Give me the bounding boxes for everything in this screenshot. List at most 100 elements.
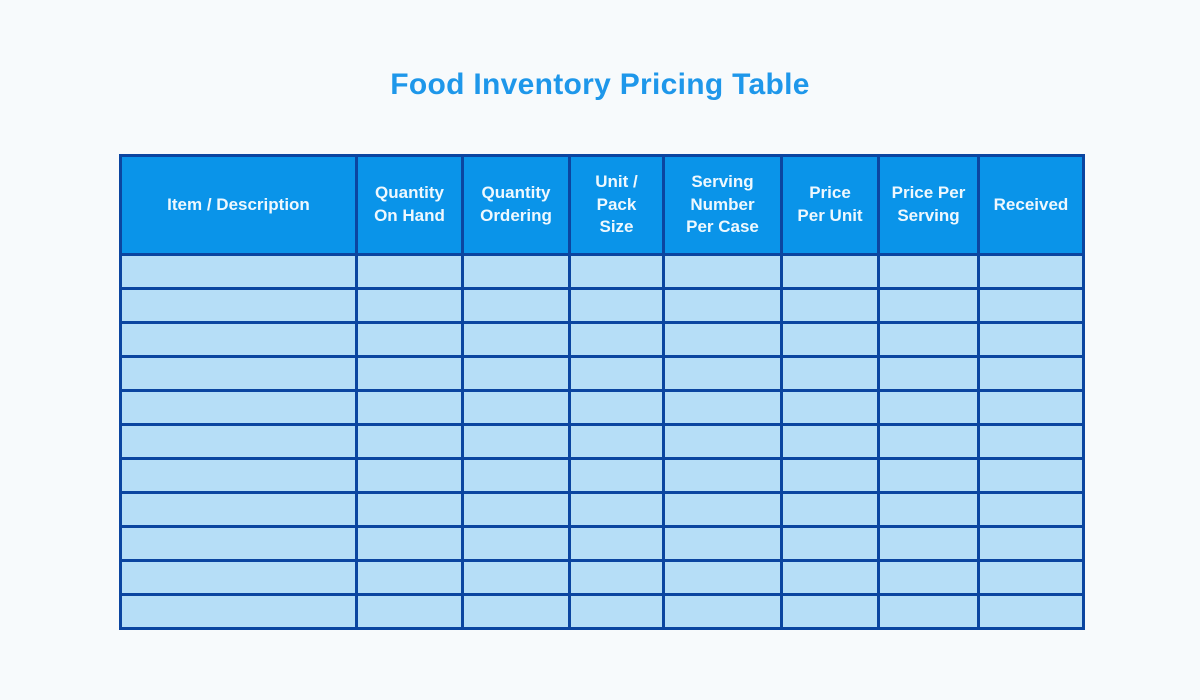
- table-cell: [119, 253, 358, 290]
- table-cell: [662, 457, 783, 494]
- table-cell: [568, 287, 665, 324]
- table-cell: [662, 491, 783, 528]
- table-cell: [461, 457, 571, 494]
- table-cell: [461, 355, 571, 392]
- table-cell: [568, 355, 665, 392]
- table-cell: [977, 355, 1085, 392]
- table-cell: [119, 321, 358, 358]
- table-cell: [977, 559, 1085, 596]
- table-cell: [662, 321, 783, 358]
- table-cell: [877, 321, 980, 358]
- table-cell: [662, 423, 783, 460]
- table-cell: [119, 355, 358, 392]
- table-cell: [568, 389, 665, 426]
- table-row: [119, 559, 1085, 596]
- table-cell: [355, 593, 464, 630]
- column-header-5: Serving Number Per Case: [662, 154, 783, 256]
- table-cell: [119, 491, 358, 528]
- table-cell: [877, 355, 980, 392]
- table-row: [119, 593, 1085, 630]
- food-inventory-pricing-table: Item / Description Quantity On Hand Quanti…: [119, 154, 1085, 630]
- table-cell: [119, 423, 358, 460]
- table-cell: [780, 389, 880, 426]
- table-cell: [662, 525, 783, 562]
- table-row: [119, 525, 1085, 562]
- table-cell: [662, 253, 783, 290]
- table-cell: [119, 457, 358, 494]
- table-cell: [355, 457, 464, 494]
- table-cell: [119, 389, 358, 426]
- table-cell: [568, 491, 665, 528]
- table-cell: [780, 321, 880, 358]
- column-header-7: Price Per Serving: [877, 154, 980, 256]
- table-row: [119, 457, 1085, 494]
- table-cell: [877, 525, 980, 562]
- table-cell: [355, 355, 464, 392]
- table-cell: [568, 457, 665, 494]
- table-cell: [780, 355, 880, 392]
- table-cell: [355, 389, 464, 426]
- table-cell: [977, 457, 1085, 494]
- table-cell: [461, 525, 571, 562]
- table-cell: [461, 423, 571, 460]
- table-cell: [461, 253, 571, 290]
- table-cell: [461, 321, 571, 358]
- table-cell: [568, 253, 665, 290]
- table-cell: [355, 253, 464, 290]
- table-cell: [662, 593, 783, 630]
- table-cell: [877, 423, 980, 460]
- table-cell: [977, 287, 1085, 324]
- column-header-8: Received: [977, 154, 1085, 256]
- table-cell: [977, 321, 1085, 358]
- table-cell: [877, 457, 980, 494]
- table-cell: [461, 389, 571, 426]
- column-header-6: Price Per Unit: [780, 154, 880, 256]
- table-cell: [977, 525, 1085, 562]
- table-cell: [977, 423, 1085, 460]
- table-cell: [568, 321, 665, 358]
- table-row: [119, 253, 1085, 290]
- table-cell: [461, 559, 571, 596]
- table-cell: [780, 253, 880, 290]
- table-cell: [119, 559, 358, 596]
- table-body: [119, 253, 1085, 630]
- table-cell: [568, 559, 665, 596]
- table-cell: [568, 525, 665, 562]
- table-cell: [461, 287, 571, 324]
- table-cell: [119, 593, 358, 630]
- table-cell: [662, 389, 783, 426]
- table-cell: [461, 593, 571, 630]
- table-row: [119, 423, 1085, 460]
- table-row: [119, 287, 1085, 324]
- table-cell: [877, 593, 980, 630]
- table-cell: [780, 287, 880, 324]
- table-cell: [877, 389, 980, 426]
- header-row: Item / Description Quantity On Hand Quanti…: [119, 154, 1085, 256]
- table-cell: [877, 491, 980, 528]
- table-cell: [977, 491, 1085, 528]
- table-cell: [355, 287, 464, 324]
- column-header-2: Quantity On Hand: [355, 154, 464, 256]
- table-cell: [780, 593, 880, 630]
- table-cell: [877, 253, 980, 290]
- table-cell: [780, 457, 880, 494]
- table-row: [119, 389, 1085, 426]
- table-cell: [662, 355, 783, 392]
- table-cell: [119, 525, 358, 562]
- table-cell: [355, 559, 464, 596]
- table-cell: [355, 525, 464, 562]
- table-row: [119, 491, 1085, 528]
- column-header-3: Quantity Ordering: [461, 154, 571, 256]
- table-cell: [877, 559, 980, 596]
- table-cell: [780, 423, 880, 460]
- table-cell: [977, 389, 1085, 426]
- table-cell: [568, 593, 665, 630]
- table-cell: [977, 593, 1085, 630]
- page-title: Food Inventory Pricing Table: [390, 68, 810, 101]
- table-cell: [780, 525, 880, 562]
- column-header-1: Item / Description: [119, 154, 358, 256]
- column-header-4: Unit / Pack Size: [568, 154, 665, 256]
- table-cell: [662, 287, 783, 324]
- table-cell: [977, 253, 1085, 290]
- table-cell: [568, 423, 665, 460]
